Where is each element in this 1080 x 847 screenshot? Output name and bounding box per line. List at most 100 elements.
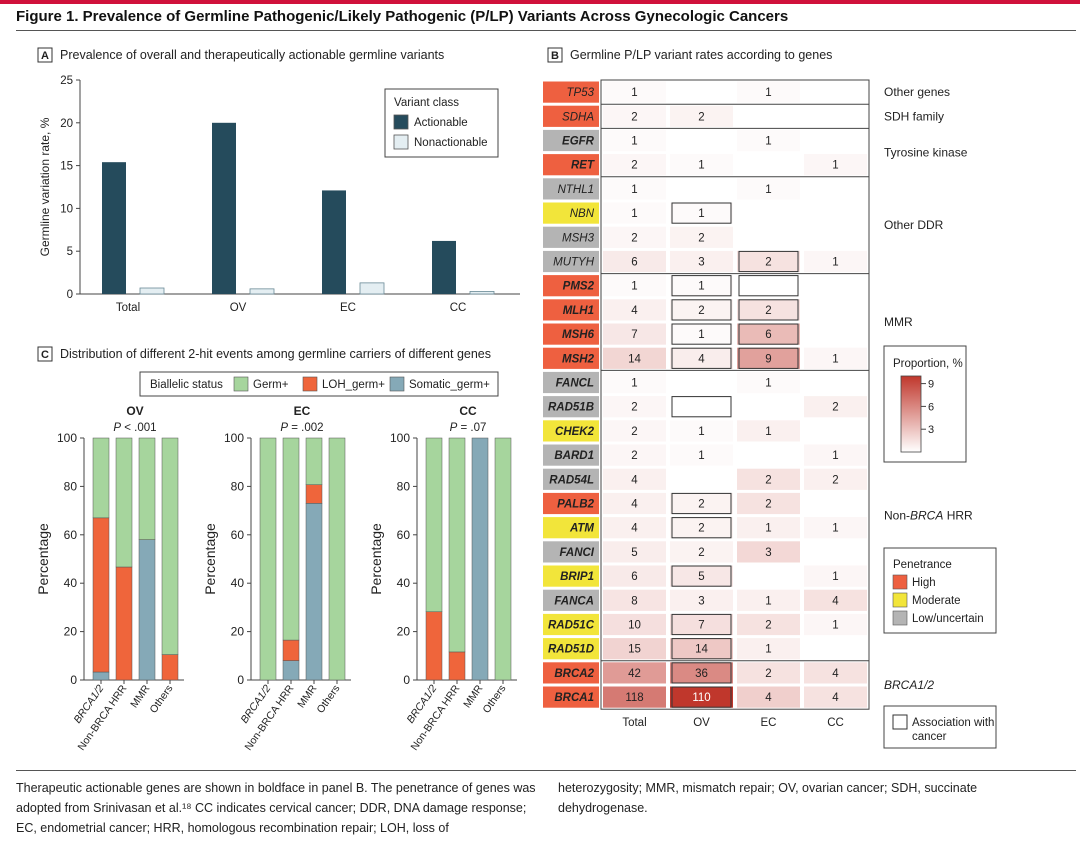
b-association-box bbox=[671, 638, 732, 660]
b-proportion-legend bbox=[883, 345, 967, 463]
c-y-tick-label: 40 bbox=[231, 576, 245, 590]
b-value-label: 1 bbox=[832, 571, 838, 583]
b-heat-cell bbox=[670, 541, 733, 563]
c-y-label: Percentage bbox=[35, 523, 51, 595]
b-heat-cell bbox=[737, 541, 800, 563]
b-heat-cell bbox=[603, 686, 666, 708]
c-p-value: P = .002 bbox=[280, 422, 323, 434]
b-gene-cell bbox=[543, 178, 599, 200]
top-accent-line bbox=[0, 0, 1080, 4]
b-value-label: 1 bbox=[631, 87, 637, 99]
b-association-box bbox=[671, 299, 732, 321]
b-heat-cell bbox=[603, 589, 666, 611]
b-heat-cell bbox=[804, 250, 867, 273]
b-value-label: 2 bbox=[698, 547, 704, 559]
b-grid-frame bbox=[600, 79, 870, 710]
c-p-value: P = .07 bbox=[450, 422, 487, 434]
b-gene-cell bbox=[543, 371, 599, 394]
b-association-label: cancer bbox=[912, 731, 947, 743]
a-bar-nonactionable bbox=[469, 291, 495, 295]
b-heat-cell bbox=[603, 492, 666, 515]
b-value-label: 1 bbox=[765, 378, 771, 390]
a-x-tick-label: EC bbox=[340, 302, 356, 314]
b-association-box bbox=[671, 202, 732, 224]
b-value-label: 42 bbox=[628, 668, 641, 680]
b-value-label: 1 bbox=[832, 523, 838, 535]
b-heat-cell bbox=[804, 347, 867, 369]
b-heat-cell bbox=[804, 565, 867, 587]
c-y-label: Percentage bbox=[202, 523, 218, 595]
b-heat-cell bbox=[603, 638, 666, 660]
c-bar-germ bbox=[115, 437, 133, 568]
b-value-label: 4 bbox=[765, 692, 772, 704]
b-value-label: 6 bbox=[765, 329, 771, 341]
b-value-label: 2 bbox=[631, 111, 637, 123]
b-value-label: 1 bbox=[631, 208, 637, 220]
b-heat-cell bbox=[670, 444, 733, 466]
c-subchart-title: EC bbox=[294, 404, 311, 418]
figure-title: Figure 1. Prevalence of Germline Pathoge… bbox=[16, 8, 789, 25]
b-gene-cell bbox=[543, 444, 599, 466]
b-value-label: 1 bbox=[631, 184, 637, 196]
b-heat-cell bbox=[737, 81, 800, 103]
a-bar-actionable bbox=[102, 162, 126, 294]
a-bar-actionable bbox=[432, 240, 456, 294]
b-value-label: 2 bbox=[698, 111, 704, 123]
panel-b-letter: B bbox=[551, 50, 559, 62]
c-bar-germ bbox=[305, 437, 323, 485]
b-value-label: 14 bbox=[695, 644, 708, 656]
b-group-label: Non-BRCA HRR bbox=[884, 509, 973, 523]
b-gene-label: ATM bbox=[569, 523, 594, 535]
b-penetrance-swatch bbox=[892, 574, 908, 590]
c-y-tick-label: 100 bbox=[390, 431, 410, 445]
b-heat-cell bbox=[737, 662, 800, 684]
b-heat-cell bbox=[603, 81, 666, 103]
c-bar-germ bbox=[328, 437, 346, 681]
b-value-label: 1 bbox=[765, 184, 771, 196]
b-heat-cell bbox=[737, 613, 800, 636]
figure-canvas: A Prevalence of overall and therapeutical… bbox=[35, 47, 997, 753]
b-value-label: 2 bbox=[832, 402, 838, 414]
a-bar-nonactionable bbox=[249, 288, 275, 295]
panel-b-box bbox=[547, 47, 563, 63]
b-heat-cell bbox=[737, 589, 800, 611]
b-heat-cell bbox=[670, 202, 733, 224]
b-heat-cell bbox=[737, 347, 800, 369]
b-gene-cell bbox=[543, 275, 599, 297]
c-bar-somatic-germ bbox=[138, 539, 156, 681]
b-value-label: 2 bbox=[631, 426, 637, 438]
b-gene-cell bbox=[543, 347, 599, 369]
b-value-label: 3 bbox=[698, 257, 704, 269]
b-gradient-tick-label: 6 bbox=[928, 401, 934, 413]
b-value-label: 1 bbox=[765, 426, 771, 438]
b-heat-cell bbox=[737, 492, 800, 515]
b-heat-cell bbox=[670, 299, 733, 321]
b-value-label: 1 bbox=[631, 136, 637, 148]
c-legend-swatch bbox=[389, 376, 405, 392]
b-value-label: 4 bbox=[698, 353, 705, 365]
b-value-label: 2 bbox=[765, 474, 771, 486]
b-heat-cell bbox=[603, 275, 666, 297]
b-gene-label: MSH6 bbox=[562, 329, 595, 341]
b-gene-label: BRCA1 bbox=[554, 692, 594, 704]
c-bar-somatic-germ bbox=[471, 437, 489, 681]
b-gene-label: RET bbox=[571, 160, 595, 172]
b-gene-cell bbox=[543, 541, 599, 563]
b-gene-cell bbox=[543, 226, 599, 248]
b-heat-cell bbox=[603, 105, 666, 127]
b-group-label: MMR bbox=[884, 315, 913, 329]
b-value-label: 2 bbox=[765, 257, 771, 269]
b-value-label: 2 bbox=[765, 620, 771, 632]
b-gene-label: NTHL1 bbox=[558, 184, 594, 196]
b-value-label: 2 bbox=[631, 450, 637, 462]
a-y-tick-label: 10 bbox=[60, 203, 73, 215]
c-bar-germ bbox=[494, 437, 512, 681]
b-value-label: 4 bbox=[832, 668, 839, 680]
b-value-label: 1 bbox=[765, 595, 771, 607]
a-bar-nonactionable bbox=[359, 282, 385, 295]
c-legend bbox=[139, 371, 499, 397]
b-heat-cell bbox=[804, 517, 867, 539]
c-bar-germ bbox=[448, 437, 466, 653]
caption-right: heterozygosity; MMR, mismatch repair; OV… bbox=[558, 781, 978, 815]
c-bar-loh-germ bbox=[92, 517, 110, 673]
